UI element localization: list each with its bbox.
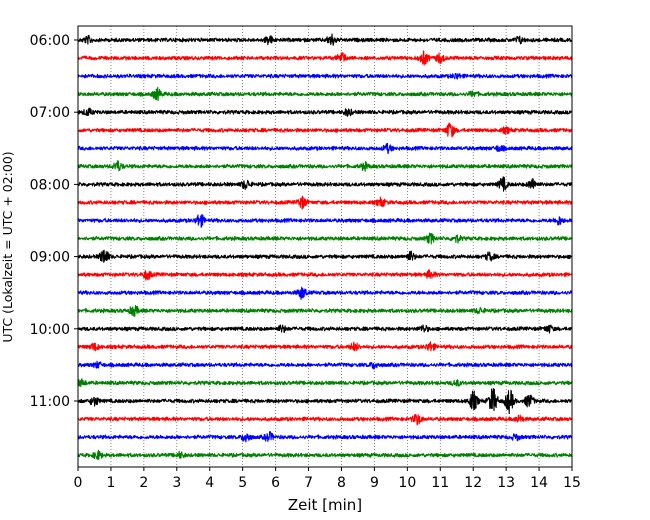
x-tick-label: 1 [106, 475, 115, 491]
x-tick-label: 3 [172, 475, 181, 491]
x-tick-label: 13 [497, 475, 515, 491]
x-tick-label: 12 [464, 475, 482, 491]
trace-lines [77, 33, 573, 461]
trace-line [77, 324, 573, 334]
x-tick-label: 2 [139, 475, 148, 491]
trace-line [77, 413, 573, 426]
trace-line [77, 86, 573, 102]
trace-line [77, 214, 573, 228]
trace-line [77, 304, 573, 317]
y-tick-label: 08:00 [30, 177, 70, 193]
trace-line [77, 249, 573, 263]
trace-line [77, 449, 573, 461]
y-axis-ticks: 06:00 07:00 08:00 09:00 10:00 11:00 [30, 33, 78, 410]
x-tick-label: 5 [238, 475, 247, 491]
y-tick-label: 10:00 [30, 322, 70, 338]
trace-line [77, 122, 573, 138]
x-tick-label: 8 [337, 475, 346, 491]
trace-line [77, 160, 573, 172]
trace-line [77, 107, 573, 117]
trace-line [77, 142, 573, 155]
trace-line [77, 33, 573, 46]
x-axis-ticks: 0 1 2 3 4 5 6 7 8 9 10 11 12 13 14 15 [74, 467, 581, 491]
x-axis-label: Zeit [min] [288, 496, 362, 514]
trace-line [77, 72, 573, 80]
trace-line [77, 341, 573, 352]
x-tick-label: 15 [563, 475, 581, 491]
x-tick-label: 6 [271, 475, 280, 491]
trace-line [77, 195, 573, 210]
x-tick-label: 7 [304, 475, 313, 491]
trace-line [77, 387, 573, 415]
trace-line [77, 50, 573, 66]
y-axis-label: UTC (Lokalzeit = UTC + 02:00) [0, 151, 15, 342]
trace-line [77, 176, 573, 192]
trace-line [77, 360, 573, 370]
x-tick-label: 10 [398, 475, 416, 491]
x-tick-label: 0 [74, 475, 83, 491]
y-tick-label: 09:00 [30, 250, 70, 266]
trace-line [77, 378, 573, 388]
x-tick-label: 14 [530, 475, 548, 491]
y-tick-label: 07:00 [30, 105, 70, 121]
trace-line [77, 269, 573, 281]
trace-line [77, 430, 573, 443]
x-tick-label: 4 [205, 475, 214, 491]
x-tick-label: 11 [431, 475, 449, 491]
x-tick-label: 9 [370, 475, 379, 491]
y-tick-label: 11:00 [30, 394, 70, 410]
trace-line [77, 286, 573, 300]
y-tick-label: 06:00 [30, 33, 70, 49]
plot-frame [77, 25, 573, 468]
trace-line [77, 232, 573, 245]
